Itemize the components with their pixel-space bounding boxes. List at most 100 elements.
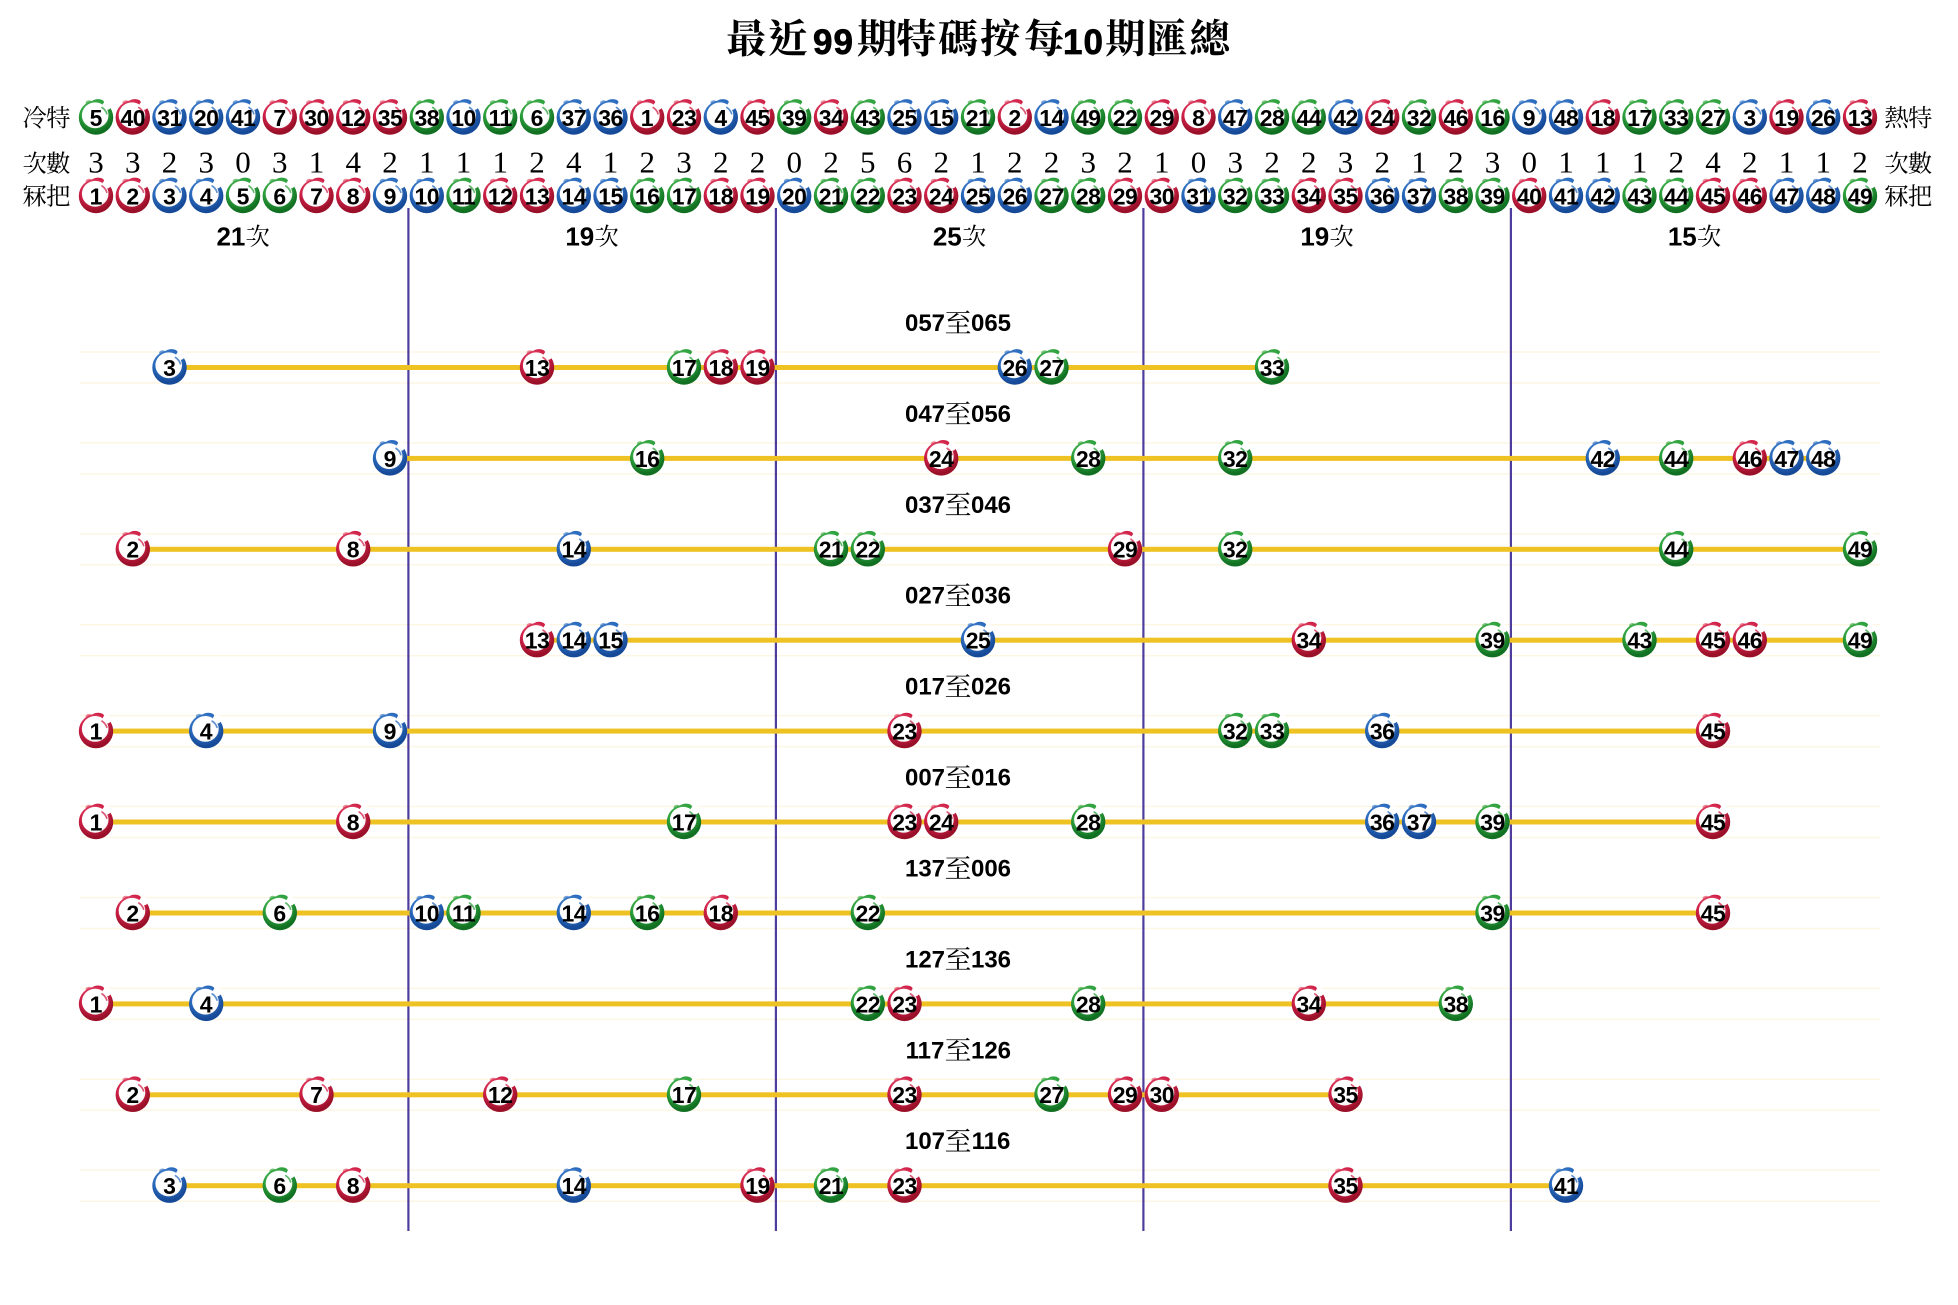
svg-text:35: 35 [1333, 1082, 1358, 1108]
svg-text:28: 28 [1076, 809, 1101, 835]
svg-text:3: 3 [1338, 145, 1354, 180]
svg-text:22: 22 [856, 537, 881, 563]
svg-text:4: 4 [566, 145, 582, 180]
svg-text:9: 9 [384, 446, 397, 472]
svg-text:116: 116 [972, 1128, 1011, 1155]
svg-text:1: 1 [456, 145, 472, 180]
svg-text:31: 31 [1186, 183, 1211, 209]
svg-text:24: 24 [929, 446, 954, 472]
svg-text:25: 25 [933, 222, 962, 252]
svg-text:16: 16 [635, 446, 660, 472]
svg-text:29: 29 [1113, 183, 1138, 209]
svg-text:34: 34 [1297, 183, 1322, 209]
svg-text:3: 3 [198, 145, 214, 180]
svg-text:48: 48 [1554, 105, 1579, 131]
svg-text:44: 44 [1664, 537, 1689, 563]
svg-text:2: 2 [639, 145, 655, 180]
svg-text:37: 37 [1407, 809, 1432, 835]
svg-text:35: 35 [1333, 1173, 1358, 1199]
svg-text:19: 19 [1774, 105, 1799, 131]
svg-text:4: 4 [714, 105, 727, 131]
svg-text:38: 38 [415, 105, 440, 131]
svg-text:3: 3 [676, 145, 692, 180]
svg-text:1: 1 [1154, 145, 1170, 180]
svg-text:3: 3 [163, 355, 176, 381]
svg-text:36: 36 [1370, 719, 1395, 745]
svg-text:45: 45 [1701, 809, 1726, 835]
svg-text:7: 7 [273, 105, 286, 131]
svg-text:23: 23 [892, 1173, 917, 1199]
svg-text:23: 23 [892, 809, 917, 835]
svg-text:32: 32 [1223, 537, 1248, 563]
svg-text:42: 42 [1333, 105, 1358, 131]
svg-text:4: 4 [1705, 145, 1721, 180]
svg-text:99: 99 [813, 23, 854, 62]
svg-text:1: 1 [641, 105, 654, 131]
svg-text:47: 47 [1774, 446, 1799, 472]
svg-text:42: 42 [1591, 446, 1616, 472]
svg-text:19: 19 [1300, 222, 1329, 252]
svg-text:026: 026 [971, 674, 1011, 701]
svg-text:107: 107 [905, 1128, 945, 1155]
svg-text:28: 28 [1076, 183, 1101, 209]
svg-text:24: 24 [929, 183, 954, 209]
svg-text:16: 16 [1480, 105, 1505, 131]
svg-text:15: 15 [1668, 222, 1697, 252]
svg-text:33: 33 [1260, 719, 1285, 745]
svg-text:6: 6 [273, 183, 286, 209]
svg-text:44: 44 [1664, 183, 1689, 209]
svg-text:30: 30 [304, 105, 329, 131]
svg-text:6: 6 [897, 145, 913, 180]
svg-text:21: 21 [819, 537, 844, 563]
svg-text:21: 21 [966, 105, 991, 131]
svg-text:29: 29 [1113, 537, 1138, 563]
svg-text:33: 33 [1260, 355, 1285, 381]
svg-text:3: 3 [163, 183, 176, 209]
svg-text:0: 0 [1191, 145, 1207, 180]
svg-text:26: 26 [1811, 105, 1836, 131]
svg-text:12: 12 [488, 183, 513, 209]
svg-text:2: 2 [382, 145, 398, 180]
svg-text:39: 39 [1480, 900, 1505, 926]
svg-text:32: 32 [1223, 719, 1248, 745]
svg-text:15: 15 [929, 105, 954, 131]
svg-text:2: 2 [713, 145, 729, 180]
svg-text:5: 5 [90, 105, 103, 131]
svg-text:43: 43 [856, 105, 881, 131]
svg-text:9: 9 [384, 719, 397, 745]
svg-text:19: 19 [565, 222, 594, 252]
svg-text:46: 46 [1738, 183, 1763, 209]
svg-text:41: 41 [1554, 1173, 1579, 1199]
svg-text:1: 1 [970, 145, 986, 180]
svg-text:45: 45 [1701, 719, 1726, 745]
svg-text:8: 8 [347, 537, 360, 563]
svg-text:137: 137 [905, 856, 945, 883]
svg-text:24: 24 [929, 809, 954, 835]
svg-text:48: 48 [1811, 183, 1836, 209]
svg-text:13: 13 [1848, 105, 1873, 131]
svg-text:44: 44 [1664, 446, 1689, 472]
svg-text:25: 25 [966, 628, 991, 654]
svg-text:0: 0 [1521, 145, 1537, 180]
svg-text:18: 18 [709, 183, 734, 209]
svg-text:8: 8 [347, 183, 360, 209]
svg-text:33: 33 [1260, 183, 1285, 209]
svg-text:25: 25 [892, 105, 917, 131]
svg-text:3: 3 [1080, 145, 1096, 180]
svg-text:32: 32 [1223, 446, 1248, 472]
svg-text:21: 21 [819, 183, 844, 209]
svg-text:40: 40 [121, 105, 146, 131]
svg-text:23: 23 [672, 105, 697, 131]
svg-text:32: 32 [1407, 105, 1432, 131]
svg-text:127: 127 [905, 946, 945, 973]
svg-text:3: 3 [1227, 145, 1243, 180]
svg-text:37: 37 [1407, 183, 1432, 209]
svg-text:2: 2 [1008, 105, 1021, 131]
svg-text:14: 14 [562, 537, 587, 563]
svg-text:036: 036 [971, 583, 1011, 610]
svg-text:6: 6 [531, 105, 544, 131]
svg-text:4: 4 [200, 991, 213, 1017]
svg-text:2: 2 [126, 900, 139, 926]
svg-text:3: 3 [125, 145, 141, 180]
svg-text:1: 1 [90, 183, 103, 209]
